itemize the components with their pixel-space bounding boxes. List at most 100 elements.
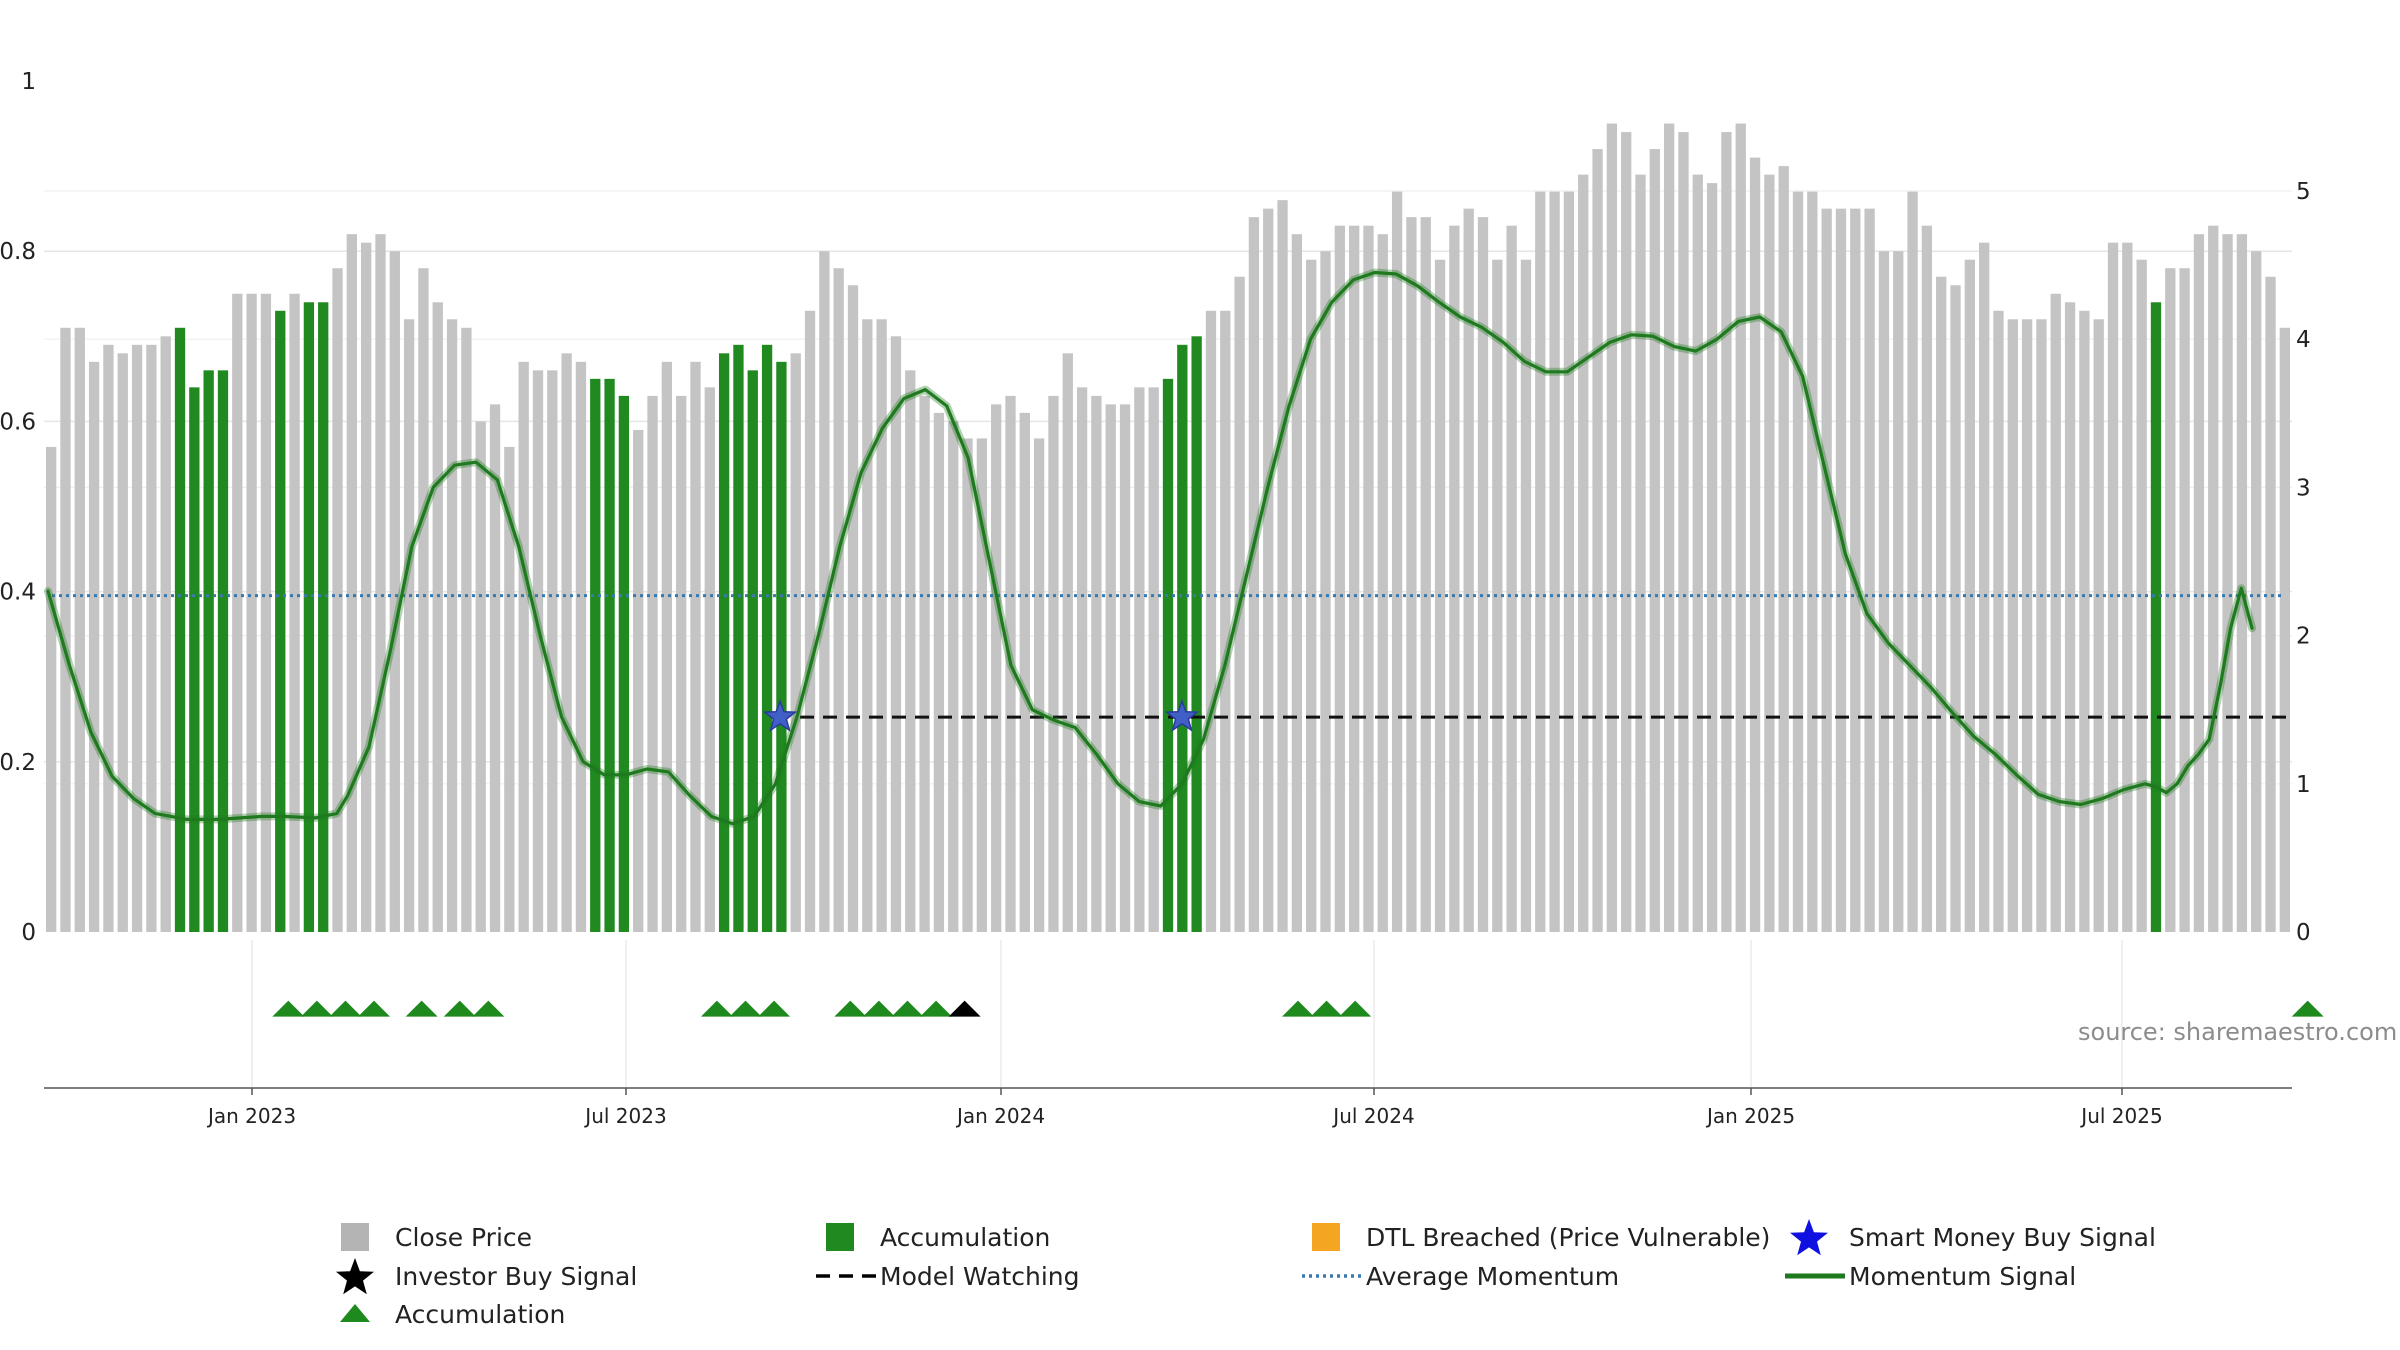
legend-swatch-green-square [826, 1223, 854, 1251]
close-price-bar [1621, 132, 1632, 932]
close-price-bar [933, 412, 945, 932]
right-axis-tick-label: 4 [2296, 327, 2311, 353]
close-price-bar [2064, 302, 2076, 932]
accumulation-triangle [862, 1000, 895, 1017]
legend-label: Momentum Signal [1849, 1262, 2076, 1291]
close-price-bar [1091, 395, 1102, 932]
right-axis-tick-label: 3 [2296, 475, 2311, 501]
accumulation-triangle [700, 1000, 733, 1017]
close-price-bar [704, 387, 715, 932]
close-price-bar [418, 268, 429, 933]
close-price-bar [1778, 166, 1789, 933]
close-price-bar [1549, 191, 1560, 932]
close-price-bar [2208, 225, 2219, 933]
close-price-bar [289, 293, 300, 932]
legend-swatch-blue-star [1790, 1219, 1828, 1256]
smart-money-buy-star [762, 698, 798, 732]
close-price-bar [2265, 276, 2276, 933]
close-price-bar [117, 353, 128, 932]
close-price-bar [2279, 327, 2290, 932]
accumulation-triangle [834, 1000, 867, 1017]
close-price-bar [1606, 123, 1618, 933]
close-price-bar [633, 429, 644, 932]
accumulation-bar [761, 344, 773, 932]
close-price-bar [1048, 395, 1059, 932]
close-price-bar [1721, 132, 1732, 932]
legend-swatch-green-triangle [340, 1304, 370, 1322]
close-price-bar [332, 268, 343, 933]
close-price-bar [260, 293, 272, 932]
accumulation-triangle [2291, 1000, 2324, 1017]
accumulation-bar [618, 395, 630, 932]
close-price-bar [232, 293, 243, 932]
close-price-bar [1291, 234, 1303, 932]
legend-label: Investor Buy Signal [395, 1262, 637, 1291]
close-price-bar [1520, 259, 1532, 933]
close-price-bar [819, 251, 830, 932]
close-price-bar [1706, 183, 1718, 932]
close-price-bar [532, 370, 544, 933]
close-price-bar [1492, 259, 1503, 933]
close-price-bar [1062, 353, 1073, 932]
close-price-bar [146, 344, 157, 932]
accumulation-bar [733, 344, 744, 932]
close-price-bar [561, 353, 572, 932]
close-price-bar [833, 268, 844, 933]
close-price-bar [2222, 234, 2233, 932]
close-price-bar [2236, 234, 2248, 932]
close-price-bar [1578, 174, 1589, 933]
close-price-bar [1306, 259, 1317, 933]
close-price-bar [489, 404, 501, 932]
close-price-bar [1391, 191, 1403, 932]
x-axis-tick-label: Jul 2025 [2079, 1104, 2162, 1128]
accumulation-bar [1191, 336, 1202, 932]
close-price-bar [1420, 217, 1431, 932]
accumulation-bar [318, 302, 329, 932]
accumulation-bar [275, 310, 286, 932]
close-price-bar [976, 438, 988, 932]
accumulation-bar [203, 370, 214, 933]
close-price-bar [2107, 242, 2119, 932]
accumulation-triangle [1310, 1000, 1343, 1017]
right-axis-tick-label: 0 [2296, 920, 2311, 946]
close-price-bar [1348, 225, 1360, 933]
close-price-bar [1563, 191, 1575, 932]
close-price-bar [60, 327, 71, 932]
close-price-bar [46, 446, 57, 932]
x-axis-tick-label: Jul 2023 [583, 1104, 666, 1128]
close-price-bar [2193, 234, 2205, 932]
close-price-bar [1649, 149, 1660, 932]
close-price-bar [1220, 310, 1231, 932]
accumulation-triangle [443, 1000, 476, 1017]
close-price-bar [1076, 387, 1088, 932]
left-axis-tick-label: 0 [21, 920, 36, 946]
close-price-bar [991, 404, 1002, 932]
legend-label: DTL Breached (Price Vulnerable) [1366, 1223, 1770, 1252]
legend: Close Price Accumulation DTL Breached (Pri… [336, 1219, 2156, 1329]
close-price-bar [647, 395, 658, 932]
accumulation-triangle [329, 1000, 362, 1017]
close-price-bar [804, 310, 816, 932]
right-axis-tick-label: 5 [2296, 179, 2311, 205]
close-price-bar [2007, 319, 2018, 932]
close-price-bar [661, 361, 673, 933]
legend-swatch-gray-square [341, 1223, 369, 1251]
close-price-bar [1592, 149, 1603, 932]
accumulation-bar [217, 370, 229, 933]
x-axis-tick-label: Jan 2025 [1705, 1104, 1795, 1128]
close-price-bar [2036, 319, 2047, 932]
accumulation-triangle [920, 1000, 953, 1017]
accumulation-triangle [1339, 1000, 1372, 1017]
smart-money-buy-star [1164, 698, 1200, 732]
close-price-bar [1449, 225, 1460, 933]
close-price-bar [2050, 293, 2061, 932]
left-axis-tick-label: 0.6 [0, 409, 36, 435]
legend-label: Accumulation [395, 1300, 565, 1329]
close-price-bar [375, 234, 386, 932]
legend-swatch-black-star [336, 1258, 374, 1295]
close-price-bar [1921, 225, 1933, 933]
accumulation-bar [718, 353, 730, 932]
close-price-bar [1792, 191, 1804, 932]
x-axis-tick-label: Jan 2024 [955, 1104, 1045, 1128]
accumulation-bar [303, 302, 315, 932]
